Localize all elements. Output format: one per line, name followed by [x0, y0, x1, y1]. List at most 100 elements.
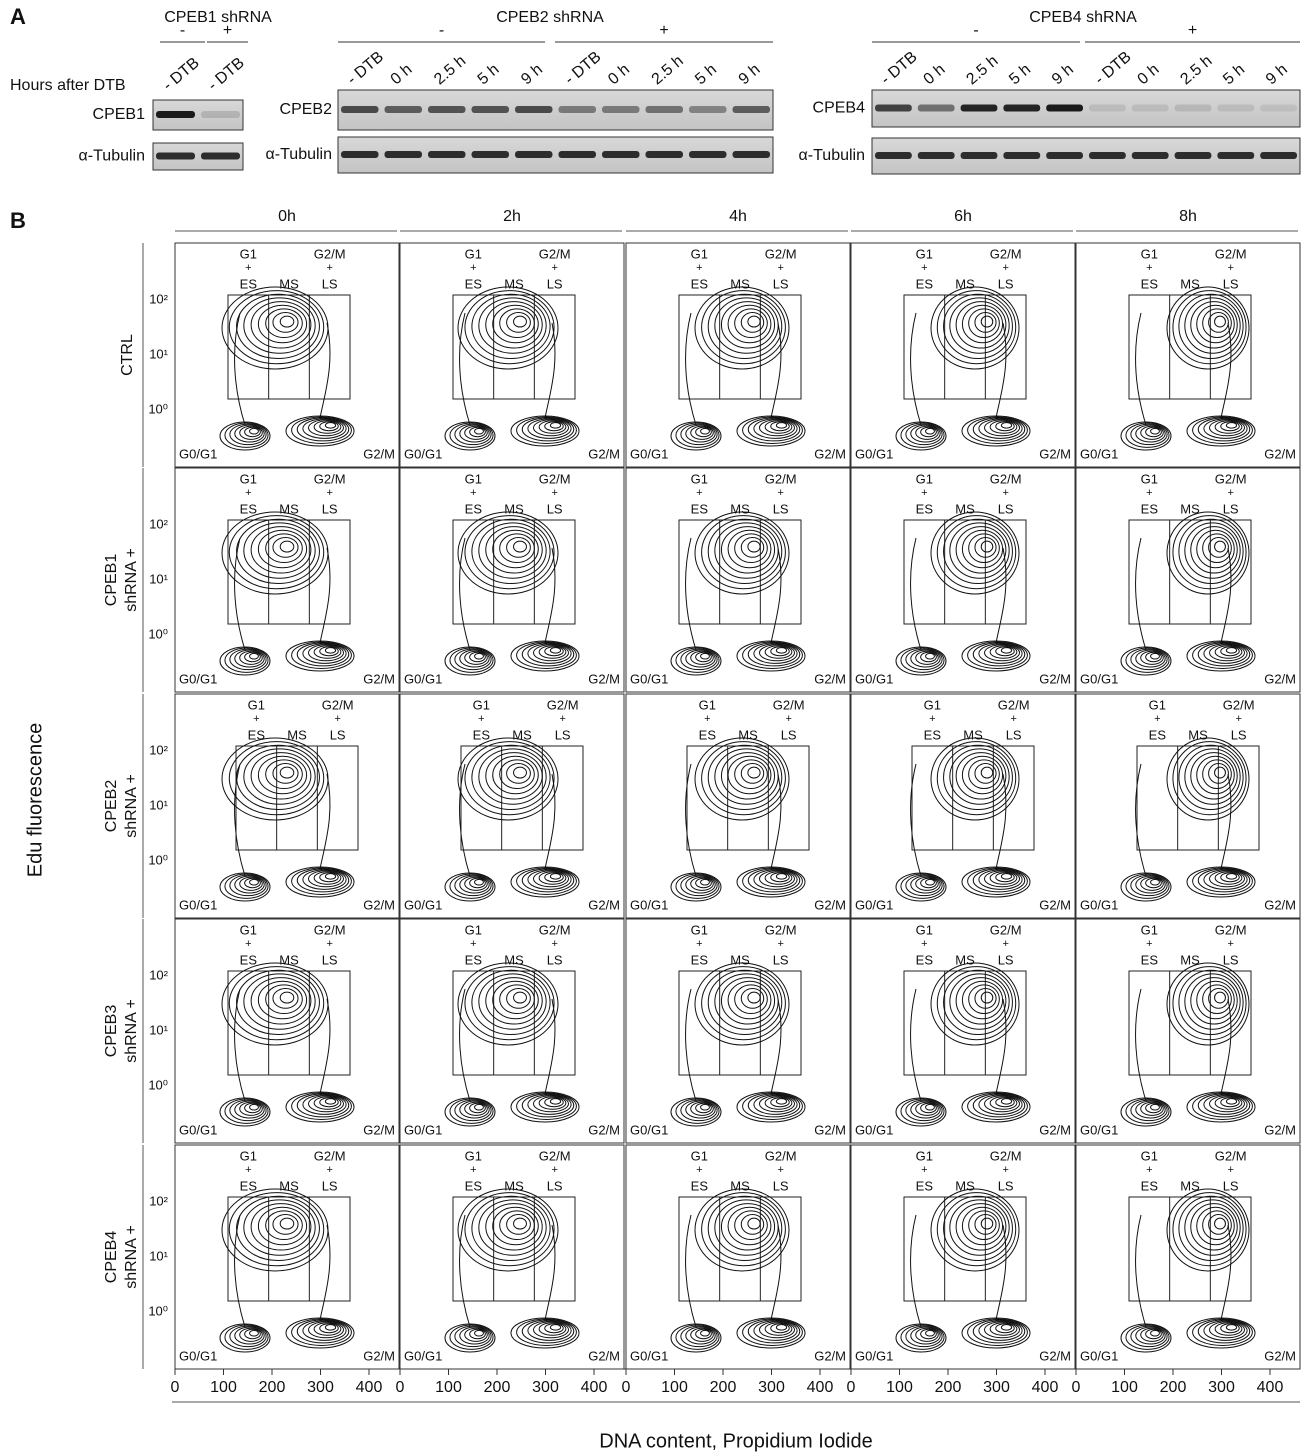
contour: [1203, 309, 1232, 338]
y-tick-label: 10²: [149, 1193, 168, 1208]
contour: [273, 1215, 298, 1235]
contour: [1215, 316, 1226, 327]
corner-label: G0/G1: [1080, 446, 1118, 461]
contour: [550, 874, 560, 880]
group-label: -: [180, 22, 185, 39]
gate-label: LS: [547, 952, 563, 967]
contour: [721, 302, 774, 348]
contour: [1136, 1215, 1146, 1327]
blot-label: α-Tubulin: [79, 148, 145, 165]
gate-label: LS: [547, 501, 563, 516]
contour: [686, 538, 696, 650]
gate-label: ES: [691, 276, 709, 291]
contour: [266, 534, 303, 563]
contour: [1226, 648, 1236, 654]
contour: [950, 974, 1009, 1029]
contour: [325, 874, 335, 880]
row-label: shRNA +: [123, 548, 140, 612]
gate-label: LS: [555, 727, 571, 742]
contour: [325, 648, 335, 654]
gate-label: +: [1146, 1164, 1152, 1176]
contour: [735, 985, 768, 1014]
lane-label: 9 h: [736, 61, 764, 88]
contour: [691, 426, 714, 439]
corner-label: G0/G1: [179, 1122, 217, 1137]
band: [961, 152, 998, 159]
x-tick-label: 100: [210, 1379, 237, 1396]
contour: [1226, 874, 1236, 880]
gate-label: MS: [279, 952, 299, 967]
gate-label: G2/M: [1223, 697, 1255, 712]
page: A Hours after DTB B Edu fluorescence DNA…: [0, 0, 1303, 1456]
contour: [1203, 1211, 1232, 1240]
gate-label: LS: [773, 1178, 789, 1193]
contour: [545, 1225, 555, 1320]
contour: [220, 873, 270, 901]
y-tick-label: 10¹: [149, 346, 168, 361]
lane-label: 2.5 h: [431, 52, 469, 88]
band: [646, 151, 684, 158]
contour: [695, 512, 789, 594]
gate-label: LS: [330, 727, 346, 742]
gate-label: +: [785, 713, 791, 725]
gate-label: G2/M: [990, 471, 1022, 486]
gate-label: MS: [512, 727, 532, 742]
contour: [671, 1324, 721, 1352]
corner-label: G2/M: [588, 1122, 620, 1137]
gate-label: +: [696, 487, 702, 499]
contour: [1203, 534, 1232, 563]
contour: [273, 989, 298, 1009]
contour: [458, 1189, 558, 1271]
band: [1003, 105, 1040, 112]
contour: [969, 985, 1000, 1014]
x-tick-label: 100: [886, 1379, 913, 1396]
gate-label: +: [921, 1164, 927, 1176]
blot-label: α-Tubulin: [266, 146, 332, 163]
gate-label: +: [1146, 487, 1152, 499]
contour: [458, 287, 558, 369]
gate-label: ES: [1141, 276, 1159, 291]
contour: [445, 1324, 495, 1352]
gate-label: +: [1235, 713, 1241, 725]
band: [341, 106, 379, 113]
gate-label: G2/M: [539, 922, 571, 937]
x-tick-label: 100: [1111, 1379, 1138, 1396]
x-tick-label: 200: [1160, 1379, 1187, 1396]
contour: [911, 989, 921, 1101]
corner-label: G0/G1: [404, 897, 442, 912]
gate-label: +: [921, 262, 927, 274]
contour: [1141, 1328, 1164, 1341]
gate-box: [236, 746, 358, 850]
lane-label: 0 h: [605, 61, 633, 88]
band: [689, 106, 727, 113]
band: [961, 105, 998, 112]
gate-label: MS: [955, 276, 975, 291]
hours-label: Hours after DTB: [10, 77, 126, 94]
contour: [748, 541, 760, 552]
contour: [280, 767, 294, 778]
gate-label: +: [551, 1164, 557, 1176]
lane-label: 5 h: [475, 61, 503, 88]
gate-label: G1: [465, 1148, 482, 1163]
gate-label: ES: [240, 1178, 258, 1193]
band: [1046, 105, 1083, 112]
gate-label: +: [696, 262, 702, 274]
gate-label: +: [696, 1164, 702, 1176]
corner-label: G2/M: [363, 671, 395, 686]
gate-label: G1: [916, 922, 933, 937]
contour: [701, 1104, 710, 1110]
gate-label: G1: [691, 1148, 708, 1163]
gate-label: G2/M: [990, 922, 1022, 937]
contour: [280, 1218, 294, 1229]
band: [918, 105, 955, 112]
gate-label: G1: [691, 922, 708, 937]
contour: [715, 298, 778, 353]
lane-label: 9 h: [518, 61, 546, 88]
gate-label: LS: [773, 501, 789, 516]
contour: [776, 423, 786, 429]
contour: [1179, 519, 1243, 583]
gate-label: G1: [691, 471, 708, 486]
gate-label: LS: [998, 276, 1014, 291]
row-label: CTRL: [119, 334, 136, 376]
corner-label: G2/M: [363, 1122, 395, 1137]
